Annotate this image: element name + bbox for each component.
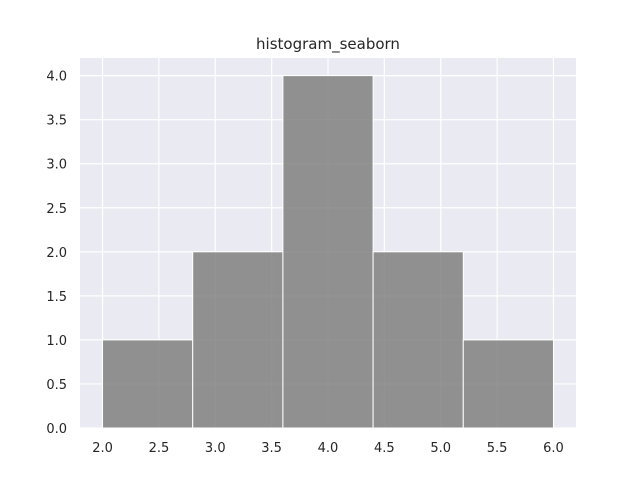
x-tick-label: 5.0 <box>430 441 451 456</box>
y-tick-label: 1.5 <box>46 290 67 305</box>
x-tick-label: 5.5 <box>487 441 508 456</box>
x-axis-ticks: 2.0 2.5 3.0 3.5 4.0 4.5 5.0 5.5 6.0 <box>92 441 564 456</box>
histogram-bar <box>192 251 284 429</box>
x-tick-label: 2.5 <box>149 441 170 456</box>
histogram-bar <box>282 75 374 429</box>
y-tick-label: 2.5 <box>46 202 67 217</box>
histogram-bar <box>102 339 194 429</box>
bars <box>102 75 554 429</box>
y-tick-label: 0.0 <box>46 422 67 437</box>
y-tick-label: 1.0 <box>46 334 67 349</box>
x-tick-label: 3.0 <box>205 441 226 456</box>
y-axis-ticks: 0.0 0.5 1.0 1.5 2.0 2.5 3.0 3.5 4.0 <box>46 70 67 437</box>
x-tick-label: 3.5 <box>261 441 282 456</box>
y-tick-label: 3.5 <box>46 114 67 129</box>
y-tick-label: 2.0 <box>46 246 67 261</box>
x-tick-label: 4.0 <box>318 441 339 456</box>
y-tick-label: 4.0 <box>46 70 67 85</box>
x-tick-label: 4.5 <box>374 441 395 456</box>
x-tick-label: 6.0 <box>543 441 564 456</box>
histogram-bar <box>462 339 554 429</box>
y-tick-label: 0.5 <box>46 378 67 393</box>
y-tick-label: 3.0 <box>46 158 67 173</box>
x-tick-label: 2.0 <box>92 441 113 456</box>
histogram-bar <box>372 251 464 429</box>
chart-title: histogram_seaborn <box>256 35 400 54</box>
